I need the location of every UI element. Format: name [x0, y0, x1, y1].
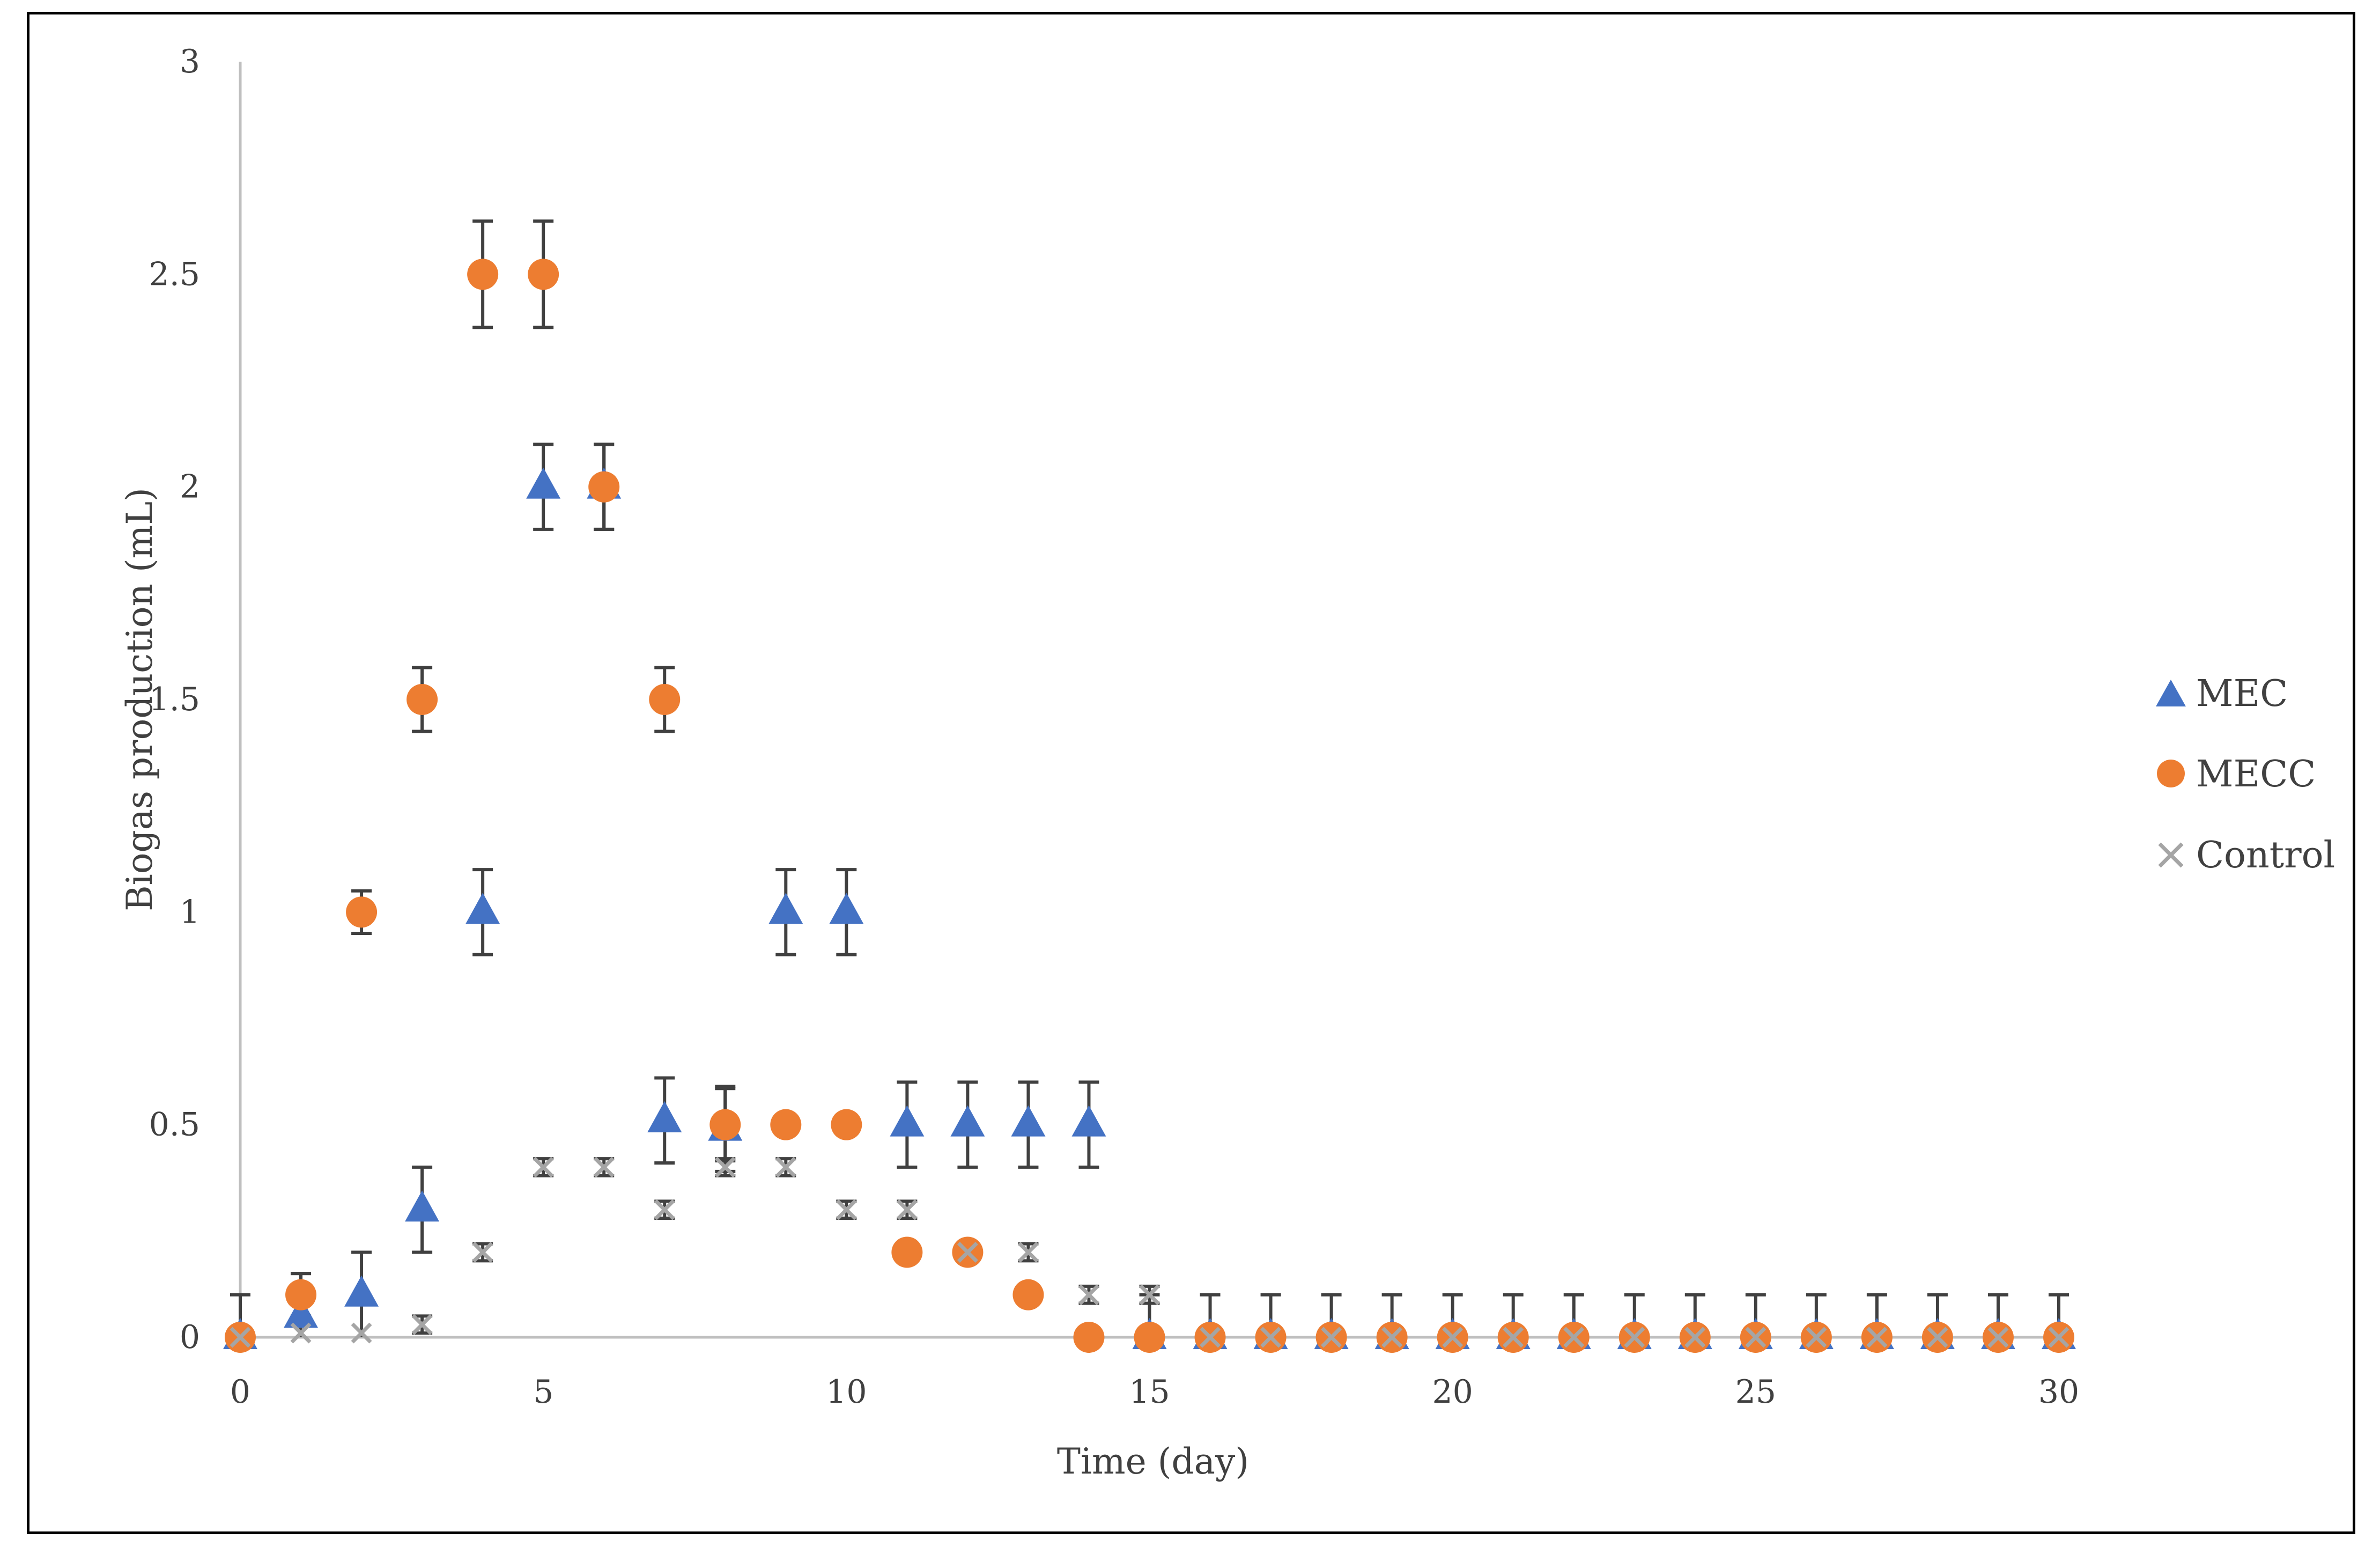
control-point	[2048, 1327, 2069, 1348]
control-point	[1260, 1327, 1282, 1348]
mecc-point	[649, 684, 681, 715]
legend-label-control: Control	[2196, 834, 2335, 877]
mecc-point	[831, 1109, 862, 1140]
control-point	[1139, 1284, 1160, 1306]
chart-svg: 0 0.5 1 1.5 2 2.5 3 0 5 10 15 20 25 30 Time (day) Bi…	[119, 43, 2335, 1482]
control-point	[896, 1199, 918, 1220]
control-point	[654, 1199, 675, 1220]
mec-point	[465, 893, 500, 924]
mecc-point	[588, 471, 620, 503]
mec-point	[526, 467, 561, 499]
x-tick-label: 25	[1735, 1373, 1776, 1411]
legend-item-mec[interactable]: MEC	[2156, 673, 2288, 715]
x-tick-label: 10	[826, 1373, 867, 1411]
mecc-point	[709, 1109, 741, 1140]
series-mecc	[225, 259, 2074, 1353]
mecc-point	[1012, 1279, 1044, 1310]
legend-circle-marker	[2157, 760, 2185, 787]
mec-point	[1011, 1105, 1046, 1137]
control-point	[1684, 1327, 1706, 1348]
mec-point	[768, 893, 803, 924]
series-control	[230, 1157, 2069, 1348]
control-point	[1624, 1327, 1645, 1348]
y-axis-title: Biogas production (mL)	[119, 488, 160, 911]
control-point	[1321, 1327, 1342, 1348]
mecc-point	[891, 1236, 923, 1268]
series-mec	[223, 467, 2076, 1349]
mecc-point	[1073, 1322, 1105, 1353]
control-point	[1381, 1327, 1403, 1348]
control-point	[775, 1157, 796, 1178]
y-tick-label: 3	[180, 43, 200, 80]
x-tick-label: 20	[1432, 1373, 1473, 1411]
mecc-point	[346, 896, 378, 928]
x-tick-label: 5	[533, 1373, 553, 1411]
control-point	[836, 1199, 857, 1220]
control-point	[957, 1241, 978, 1263]
control-point	[351, 1322, 372, 1344]
control-point	[1017, 1241, 1039, 1263]
y-tick-label: 2	[180, 468, 200, 506]
legend-item-control[interactable]: Control	[2158, 834, 2335, 877]
y-tick-label: 0.5	[149, 1106, 200, 1144]
legend-triangle-marker	[2156, 680, 2186, 706]
mec-point	[647, 1101, 682, 1132]
mecc-point	[467, 259, 499, 290]
x-tick-label: 15	[1129, 1373, 1170, 1411]
mec-point	[405, 1190, 440, 1222]
y-tick-label: 0	[180, 1319, 200, 1356]
x-tick-label: 30	[2038, 1373, 2079, 1411]
control-point	[472, 1241, 493, 1263]
mec-point	[829, 893, 864, 924]
y-tick-label: 1	[180, 893, 200, 931]
control-point	[533, 1157, 554, 1178]
control-point	[1078, 1284, 1099, 1306]
mecc-point	[1134, 1322, 1165, 1353]
legend-label-mecc: MECC	[2196, 753, 2316, 796]
mec-point	[950, 1105, 985, 1137]
control-point	[714, 1157, 736, 1178]
mec-point	[284, 1297, 319, 1328]
y-tick-labels: 0 0.5 1 1.5 2 2.5 3	[149, 43, 200, 1356]
mecc-point	[406, 684, 438, 715]
control-point	[1745, 1327, 1766, 1348]
error-bars	[230, 219, 2069, 1337]
x-axis-title: Time (day)	[1057, 1441, 1249, 1482]
mec-point	[890, 1105, 925, 1137]
control-point	[1442, 1327, 1464, 1348]
mecc-point	[528, 259, 559, 290]
legend[interactable]: MEC MECC Control	[2156, 673, 2335, 877]
mecc-point	[770, 1109, 802, 1140]
control-point	[1987, 1327, 2009, 1348]
x-tick-labels: 0 5 10 15 20 25 30	[230, 1373, 2079, 1411]
y-tick-label: 2.5	[149, 255, 200, 293]
y-tick-label: 1.5	[149, 681, 200, 718]
chart-frame: 0 0.5 1 1.5 2 2.5 3 0 5 10 15 20 25 30 Time (day) Bi…	[27, 12, 2355, 1534]
mec-point	[344, 1275, 379, 1307]
control-point	[1563, 1327, 1585, 1348]
control-point	[1866, 1327, 1888, 1348]
mec-point	[1071, 1105, 1106, 1137]
legend-x-marker	[2158, 842, 2184, 868]
control-point	[1806, 1327, 1827, 1348]
control-point	[1200, 1327, 1221, 1348]
control-point	[230, 1327, 251, 1348]
control-point	[593, 1157, 615, 1178]
mecc-point	[285, 1279, 317, 1310]
legend-item-mecc[interactable]: MECC	[2157, 753, 2316, 796]
x-tick-label: 0	[230, 1373, 250, 1411]
legend-label-mec: MEC	[2196, 673, 2288, 715]
control-point	[1927, 1327, 1948, 1348]
control-point	[411, 1314, 433, 1335]
control-point	[1503, 1327, 1524, 1348]
control-point	[290, 1322, 312, 1344]
